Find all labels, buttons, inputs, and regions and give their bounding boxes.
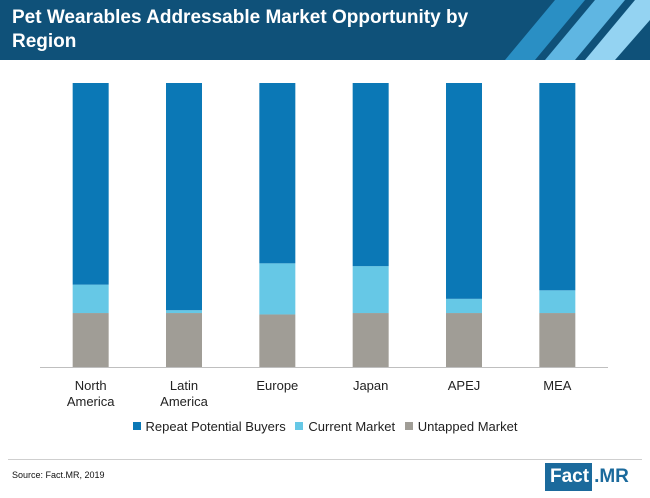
bar-repeat-potential-buyers-mea	[539, 83, 576, 291]
bar-current-market-europe	[259, 263, 296, 315]
bar-current-market-latin-america	[166, 310, 202, 314]
bar-untapped-market-japan	[352, 313, 389, 367]
legend-item-untapped-market: Untapped Market	[404, 418, 518, 434]
bar-untapped-market-europe	[259, 314, 296, 367]
bar-untapped-market-apej	[446, 313, 482, 367]
bar-repeat-potential-buyers-japan	[352, 83, 389, 267]
bar-repeat-potential-buyers-latin-america	[166, 83, 202, 311]
header-stripe	[505, 0, 585, 60]
bar-current-market-apej	[446, 298, 482, 314]
chart-area: North America Latin America Europe Japan APEJ M…	[0, 60, 650, 460]
legend-label: Untapped Market	[417, 418, 518, 434]
source-note: Source: Fact.MR, 2019	[12, 470, 105, 480]
bar-repeat-potential-buyers-europe	[259, 83, 296, 264]
legend-swatch	[132, 422, 141, 430]
bar-repeat-potential-buyers-north-america	[72, 83, 109, 285]
stacked-bar-chart: North America Latin America Europe Japan APEJ M…	[40, 83, 608, 409]
x-tick-label: APEJ	[448, 378, 481, 393]
bar-current-market-mea	[539, 290, 576, 314]
footer-divider	[8, 459, 642, 460]
legend-swatch	[404, 422, 413, 430]
bar-repeat-potential-buyers-apej	[446, 83, 482, 299]
bar-current-market-north-america	[72, 284, 109, 314]
legend-item-repeat-buyers: Repeat Potential Buyers	[132, 418, 286, 434]
bar-current-market-japan	[352, 266, 389, 314]
x-tick-label: North America	[67, 378, 115, 409]
x-tick-label: Latin America	[160, 378, 208, 409]
bar-untapped-market-north-america	[72, 313, 109, 367]
bar-untapped-market-latin-america	[166, 313, 202, 367]
legend-item-current-market: Current Market	[295, 419, 395, 434]
factmr-logo: Fact .MR	[545, 463, 631, 491]
header-stripe	[545, 0, 625, 60]
legend-swatch	[295, 422, 304, 430]
logo-fact: Fact	[545, 463, 593, 491]
header-stripe	[585, 0, 650, 60]
x-tick-label: Japan	[353, 378, 388, 393]
legend-label: Repeat Potential Buyers	[145, 418, 286, 434]
header-stripes	[505, 0, 650, 60]
chart-title: Pet Wearables Addressable Market Opportu…	[12, 7, 469, 52]
x-tick-label: Europe	[256, 378, 298, 393]
legend-label: Current Market	[308, 418, 396, 434]
logo-mr: .MR	[592, 463, 631, 491]
bar-untapped-market-mea	[539, 313, 576, 367]
chart-legend: Repeat Potential Buyers Current Market U…	[0, 418, 650, 434]
header-banner: Pet Wearables Addressable Market Opportu…	[0, 0, 650, 60]
x-tick-label: MEA	[543, 378, 572, 393]
